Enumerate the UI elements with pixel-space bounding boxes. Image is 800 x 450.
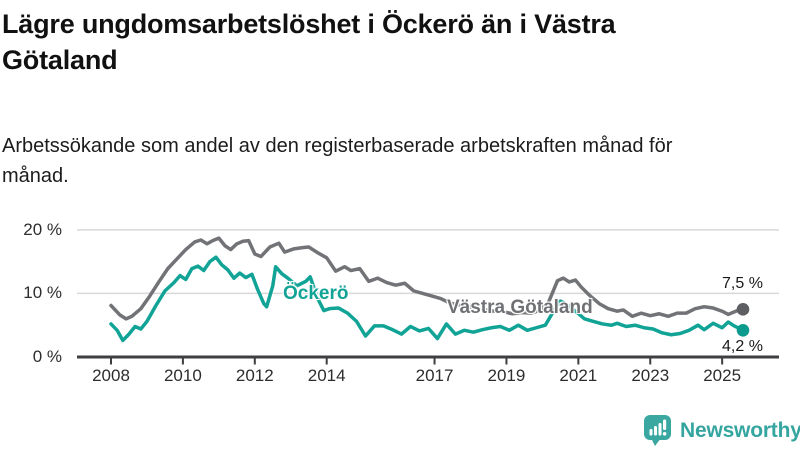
page-title: Lägre ungdomsarbetslöshet i Öckerö än i … bbox=[2, 9, 616, 75]
series-line-v-stra-g-taland bbox=[109, 236, 745, 321]
series-end-dot-v-stra-g-taland bbox=[736, 303, 750, 316]
y-axis-tick-label: 10 % bbox=[23, 283, 62, 303]
x-axis-tick-label: 2014 bbox=[307, 366, 346, 385]
y-axis-tick-label: 0 % bbox=[32, 347, 62, 366]
end-value-label-ockero: 4,2 % bbox=[722, 338, 763, 355]
y-axis-tick-label: 20 % bbox=[23, 219, 62, 239]
x-axis-tick-label: 2012 bbox=[235, 366, 274, 385]
page-subtitle: Arbetssökande som andel av den registerb… bbox=[2, 135, 673, 187]
x-axis-tick-label: 2010 bbox=[163, 366, 202, 385]
newsworthy-logo-text: Newsworthy bbox=[680, 418, 800, 442]
x-axis-tick-label: 2021 bbox=[559, 366, 598, 385]
newsworthy-logo-icon bbox=[644, 415, 671, 446]
series-line--cker- bbox=[109, 255, 745, 343]
series-label-ockero: Öckerö bbox=[283, 283, 349, 304]
x-axis-tick-label: 2019 bbox=[487, 366, 526, 385]
series-end-dot--cker- bbox=[736, 323, 750, 337]
x-axis-tick-label: 2008 bbox=[92, 366, 130, 385]
x-axis-tick-label: 2025 bbox=[703, 366, 742, 385]
end-value-label-vastra-gotaland: 7,5 % bbox=[722, 275, 763, 292]
series-label-vastra-gotaland: Västra Götaland bbox=[447, 297, 593, 318]
x-axis-tick-label: 2017 bbox=[415, 366, 454, 385]
newsworthy-logo[interactable]: Newsworthy bbox=[643, 414, 800, 447]
x-axis-tick-label: 2023 bbox=[631, 366, 670, 385]
